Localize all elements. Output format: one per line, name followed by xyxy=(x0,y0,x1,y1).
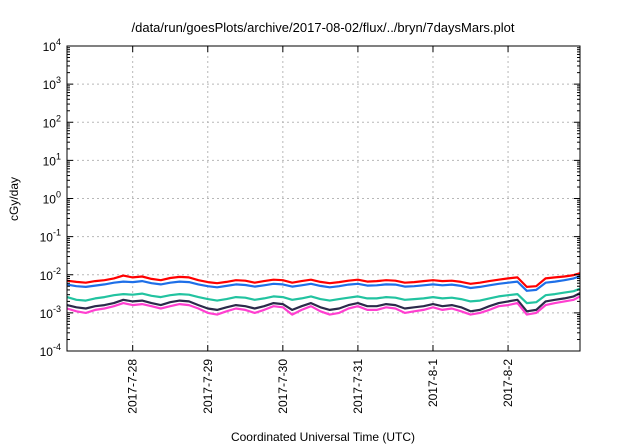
x-tick-label: 2017-7-29 xyxy=(201,359,215,414)
x-tick-label: 2017-7-28 xyxy=(126,359,140,414)
y-tick-exponent: 0 xyxy=(56,190,61,200)
y-tick-exponent: 2 xyxy=(56,113,61,123)
y-tick-exponent: -1 xyxy=(53,228,61,238)
y-tick-exponent: -2 xyxy=(53,266,61,276)
x-axis: 2017-7-28 2017-7-29 2017-7-30 2017-7-31 2017… xyxy=(126,46,515,414)
y-tick-exponent: -3 xyxy=(53,304,61,314)
series-line xyxy=(66,295,581,316)
series-line xyxy=(66,287,581,305)
x-tick-label: 2017-7-31 xyxy=(351,359,365,414)
series-layer xyxy=(66,272,581,316)
y-tick-exponent: 3 xyxy=(56,75,61,85)
series-line xyxy=(66,292,581,313)
y-tick-exponent: 1 xyxy=(56,151,61,161)
y-axis-label: cGy/day xyxy=(7,177,21,221)
y-tick-exponent: -4 xyxy=(53,342,61,352)
grid-lines xyxy=(67,46,580,351)
y-tick-exponent: 4 xyxy=(56,37,61,47)
x-tick-label: 2017-8-2 xyxy=(501,359,515,407)
series-line xyxy=(66,272,581,288)
chart-title: /data/run/goesPlots/archive/2017-08-02/f… xyxy=(132,20,515,35)
x-tick-label: 2017-7-30 xyxy=(276,359,290,414)
x-axis-label: Coordinated Universal Time (UTC) xyxy=(231,430,415,444)
series-line xyxy=(66,275,581,292)
x-tick-label: 2017-8-1 xyxy=(426,359,440,407)
